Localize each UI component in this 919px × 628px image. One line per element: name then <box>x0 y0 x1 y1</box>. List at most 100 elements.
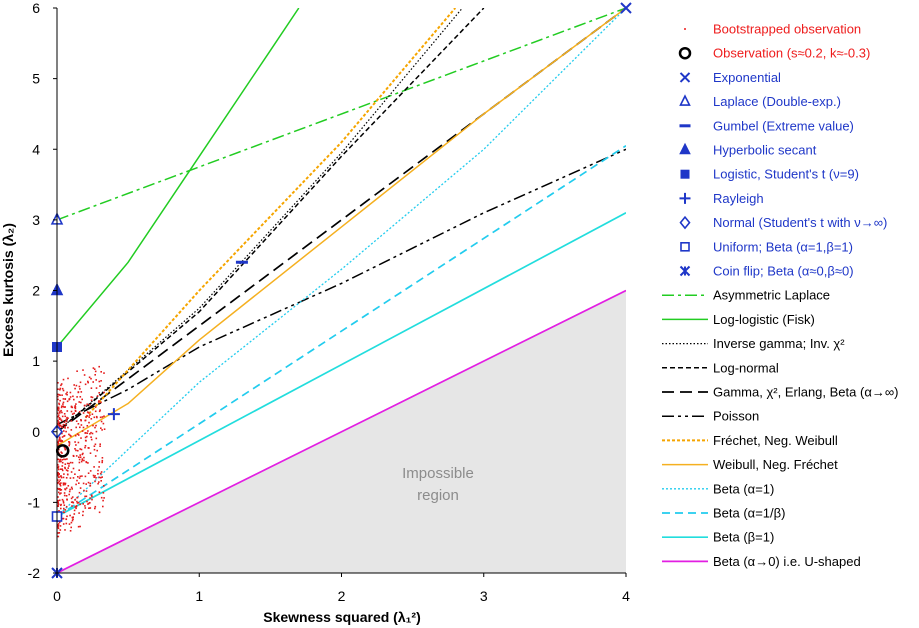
bootstrap-point <box>90 387 93 389</box>
bootstrap-point <box>84 383 87 386</box>
bootstrap-point <box>95 424 97 427</box>
bootstrap-point <box>65 420 68 423</box>
bootstrap-point <box>74 499 76 501</box>
bootstrap-point <box>57 481 60 484</box>
bootstrap-point <box>59 418 62 420</box>
bootstrap-point <box>79 503 81 506</box>
bootstrap-point <box>70 410 73 413</box>
bootstrap-point <box>90 438 93 441</box>
bootstrap-point <box>89 507 92 509</box>
bootstrap-point <box>58 416 61 419</box>
y-tick-label: 3 <box>32 212 40 228</box>
bootstrap-point <box>57 463 59 466</box>
bootstrap-point <box>57 524 60 527</box>
bootstrap-point <box>79 381 82 384</box>
legend-label: Normal (Student's t with ν→∞) <box>713 215 887 230</box>
bootstrap-point <box>64 483 66 486</box>
bootstrap-point <box>71 516 74 519</box>
bootstrap-point <box>79 388 81 390</box>
bootstrap-point <box>93 448 96 451</box>
series-line-asymmetric-laplace <box>57 8 626 221</box>
bootstrap-point <box>93 476 95 478</box>
bootstrap-point <box>100 371 102 373</box>
bootstrap-point <box>73 412 75 415</box>
bootstrap-point <box>100 401 102 404</box>
bootstrap-point <box>89 497 91 499</box>
bootstrap-point <box>91 396 94 399</box>
bootstrap-point <box>57 526 59 528</box>
bootstrap-point <box>66 515 68 518</box>
bootstrap-point <box>58 521 61 523</box>
bootstrap-point <box>90 431 92 434</box>
bootstrap-point <box>69 396 72 398</box>
bootstrap-point <box>65 430 67 433</box>
bootstrap-point <box>62 423 65 426</box>
bootstrap-point <box>77 449 79 452</box>
bootstrap-point <box>60 409 62 412</box>
bootstrap-point <box>62 482 65 484</box>
bootstrap-point <box>68 433 70 436</box>
bootstrap-point <box>58 402 60 405</box>
bootstrap-point <box>61 387 64 390</box>
bootstrap-point <box>58 491 60 494</box>
bootstrap-point <box>94 475 96 477</box>
bootstrap-point <box>61 415 64 418</box>
bootstrap-point <box>62 389 65 392</box>
bootstrap-point <box>81 398 83 401</box>
bootstrap-point <box>74 441 76 443</box>
bootstrap-point <box>63 413 66 415</box>
bootstrap-cloud <box>57 365 106 538</box>
bootstrap-point <box>71 519 74 522</box>
bootstrap-point <box>60 384 62 387</box>
bootstrap-point <box>94 370 97 373</box>
bootstrap-point <box>84 419 87 422</box>
bootstrap-point <box>83 374 86 376</box>
bootstrap-point <box>68 462 70 465</box>
bootstrap-point <box>101 416 104 418</box>
bootstrap-point <box>60 439 62 442</box>
bootstrap-point <box>92 367 95 369</box>
legend-label: Coin flip; Beta (α≈0,β≈0) <box>713 264 854 279</box>
bootstrap-point <box>67 426 69 429</box>
bootstrap-point <box>57 501 59 504</box>
bootstrap-point <box>98 466 100 468</box>
bootstrap-point <box>57 409 60 412</box>
bootstrap-point <box>73 384 75 386</box>
bootstrap-point <box>64 509 67 511</box>
bootstrap-point <box>64 427 66 429</box>
bootstrap-point <box>59 388 61 391</box>
bootstrap-point <box>98 380 101 383</box>
bootstrap-point <box>57 395 59 398</box>
bootstrap-point <box>67 467 69 469</box>
bootstrap-point <box>62 398 65 400</box>
bootstrap-point <box>71 488 73 490</box>
bootstrap-point <box>61 426 64 429</box>
bootstrap-point <box>62 517 65 520</box>
bootstrap-point <box>57 535 60 538</box>
bootstrap-point <box>87 503 89 505</box>
bootstrap-point <box>89 414 91 416</box>
legend-marker-normal-student-s-t-with <box>679 215 691 230</box>
bootstrap-point <box>73 509 76 512</box>
bootstrap-point <box>57 412 59 414</box>
x-tick-label: 2 <box>338 588 346 604</box>
bootstrap-point <box>72 518 74 520</box>
bootstrap-point <box>61 465 64 467</box>
bootstrap-point <box>72 395 74 398</box>
bootstrap-point <box>63 511 66 514</box>
bootstrap-point <box>61 436 64 438</box>
bootstrap-point <box>59 410 61 413</box>
bootstrap-point <box>59 387 62 390</box>
bootstrap-point <box>101 457 104 459</box>
bootstrap-point <box>84 505 86 507</box>
bootstrap-point <box>78 469 80 471</box>
bootstrap-point <box>95 379 97 381</box>
y-axis-title: Excess kurtosis (λ₂) <box>0 223 16 357</box>
y-tick-label: 4 <box>32 141 40 157</box>
bootstrap-point <box>94 480 96 483</box>
bootstrap-point <box>70 420 73 422</box>
bootstrap-point <box>57 532 60 534</box>
bootstrap-point <box>64 463 67 465</box>
bootstrap-point <box>60 503 62 506</box>
bootstrap-point <box>92 474 95 477</box>
